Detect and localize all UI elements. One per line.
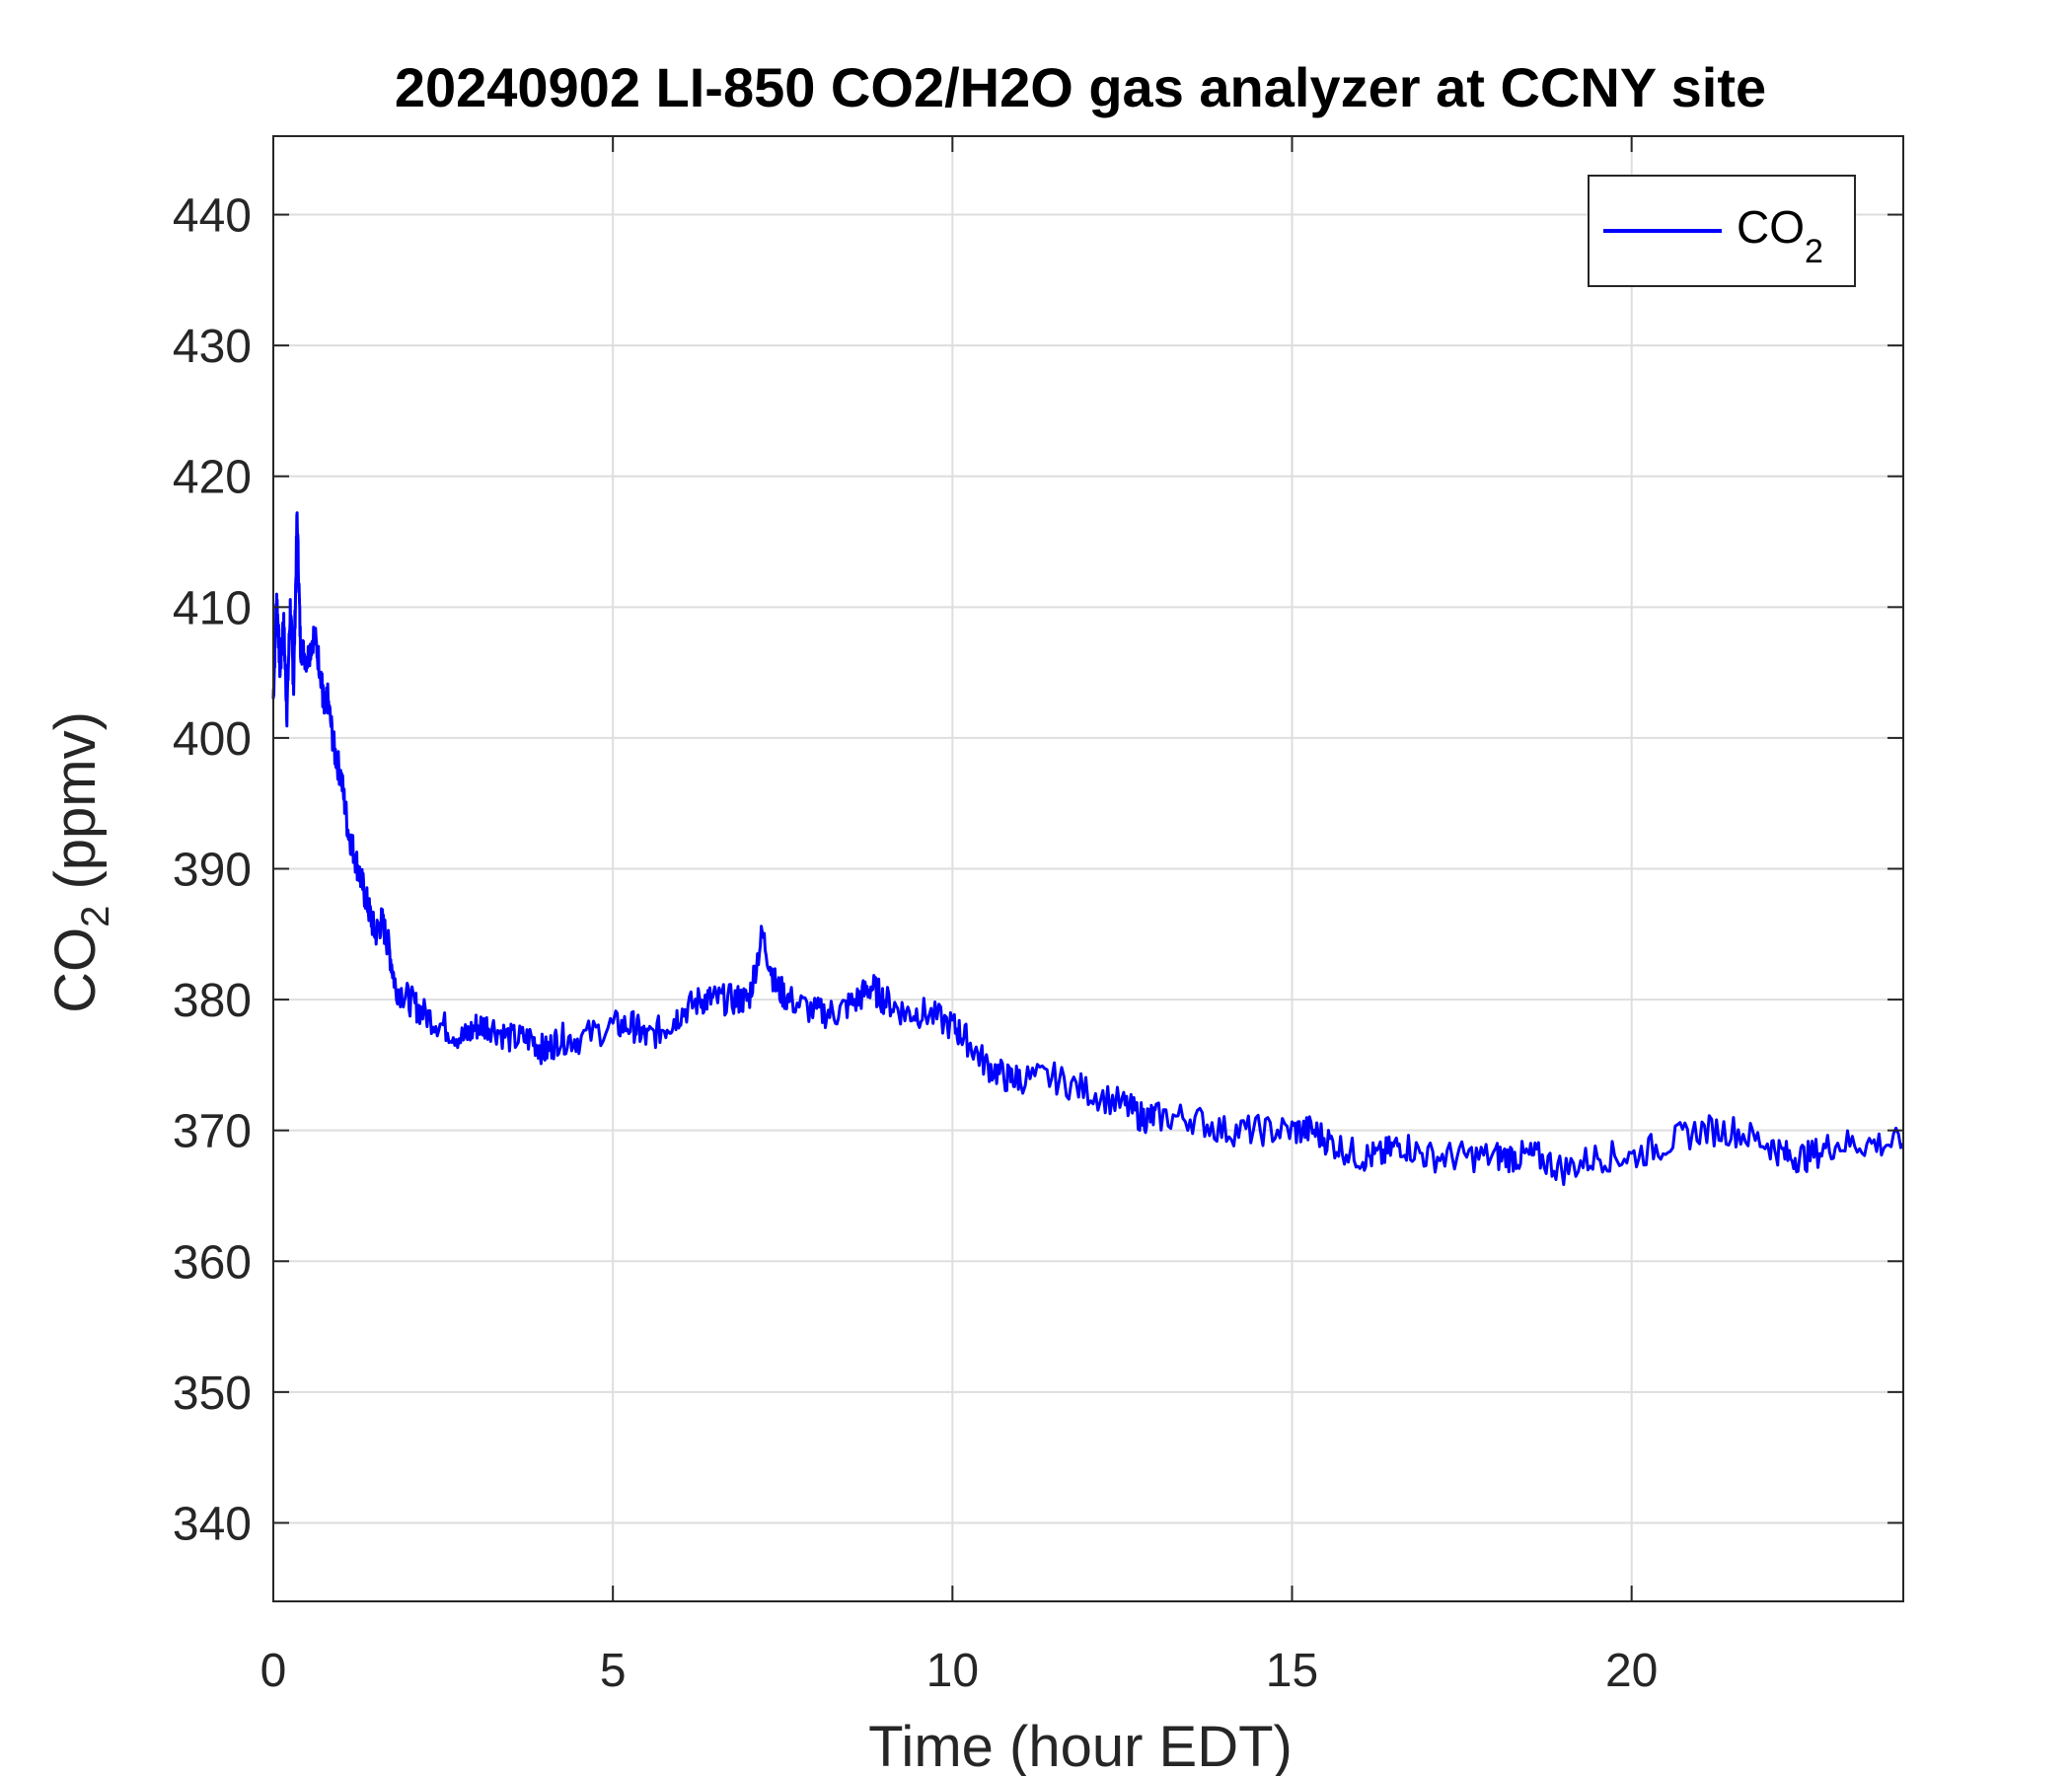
y-axis-label-rest: (ppmv) (43, 711, 108, 906)
y-axis-label-main: CO (43, 927, 108, 1013)
grid (272, 136, 1903, 1601)
y-tick-label: 380 (173, 975, 252, 1027)
y-tick-label: 420 (173, 452, 252, 504)
y-tick-label: 410 (173, 582, 252, 634)
x-tick-label: 15 (1266, 1645, 1318, 1697)
x-tick-label: 0 (260, 1645, 287, 1697)
y-tick-label: 400 (173, 713, 252, 766)
co2-line (271, 511, 1905, 1187)
ticks: 0 5 10 15 20 340 350 360 370 380 390 400 410 420 430 44… (173, 136, 1903, 1697)
y-tick-label: 390 (173, 845, 252, 897)
y-tick-label: 440 (173, 190, 252, 243)
legend-label-sub: 2 (1805, 233, 1823, 270)
x-tick-label: 10 (926, 1645, 979, 1697)
y-tick-label: 360 (173, 1236, 252, 1289)
series-co2 (271, 511, 1905, 1187)
y-tick-label: 430 (173, 321, 252, 373)
y-tick-label: 340 (173, 1498, 252, 1550)
chart-title: 20240902 LI-850 CO2/H2O gas analyzer at … (395, 56, 1766, 118)
y-axis-label-sub: 2 (74, 906, 117, 927)
y-tick-label: 350 (173, 1368, 252, 1420)
y-tick-label: 370 (173, 1106, 252, 1158)
x-tick-label: 5 (600, 1645, 627, 1697)
legend: CO2 (1588, 175, 1856, 287)
x-tick-label: 20 (1605, 1645, 1658, 1697)
x-axis-label: Time (hour EDT) (868, 1715, 1293, 1776)
y-axis-label: CO2 (ppmv) (43, 711, 117, 1013)
legend-label-co2: CO2 (1737, 201, 1823, 270)
series-layer (271, 511, 1905, 1187)
legend-label-main: CO (1737, 201, 1805, 253)
